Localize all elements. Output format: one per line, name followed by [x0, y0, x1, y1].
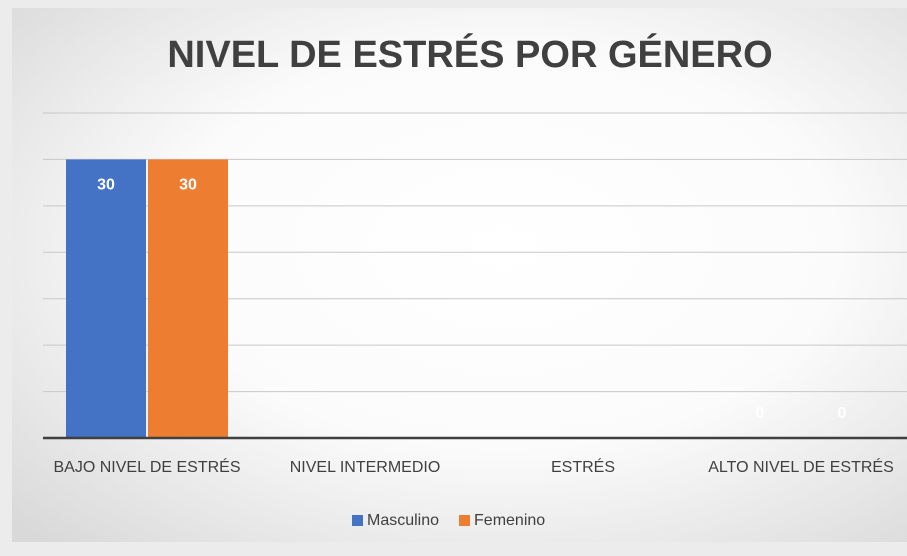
legend-swatch	[459, 515, 471, 526]
x-tick-label: BAJO NIVEL DE ESTRÉS	[53, 457, 240, 476]
x-tick-label: ALTO NIVEL DE ESTRÉS	[708, 457, 894, 476]
legend-label: Femenino	[474, 512, 545, 529]
x-tick-label: ESTRÉS	[551, 457, 615, 476]
legend-swatch	[352, 515, 363, 526]
legend-label: Masculino	[367, 512, 439, 529]
data-label: 30	[179, 177, 197, 194]
data-label: 30	[97, 177, 115, 194]
data-label: 0	[838, 405, 847, 422]
data-label: 0	[756, 405, 765, 422]
bar	[148, 159, 228, 438]
x-tick-label: NIVEL INTERMEDIO	[290, 459, 441, 476]
bar	[66, 159, 146, 438]
chart-title: NIVEL DE ESTRÉS POR GÉNERO	[167, 32, 772, 76]
